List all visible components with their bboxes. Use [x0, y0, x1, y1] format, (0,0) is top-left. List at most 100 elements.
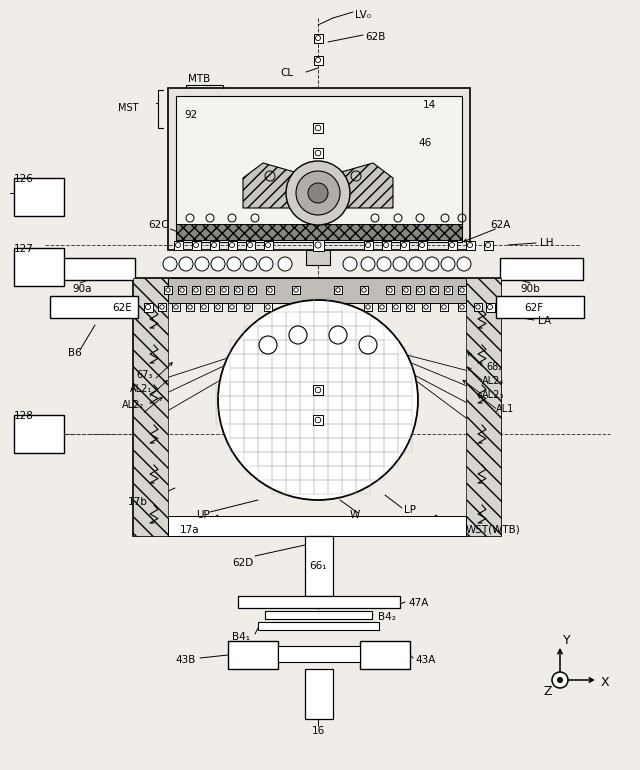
Text: 62A: 62A: [490, 220, 510, 230]
Bar: [258, 410, 272, 424]
Circle shape: [166, 288, 170, 293]
Bar: [398, 424, 412, 438]
Bar: [328, 340, 342, 354]
Bar: [220, 286, 228, 294]
Bar: [133, 278, 501, 536]
Circle shape: [218, 300, 418, 500]
Bar: [258, 466, 272, 480]
Circle shape: [394, 305, 398, 310]
Bar: [244, 340, 258, 354]
Bar: [328, 438, 342, 452]
Circle shape: [365, 243, 371, 247]
Bar: [465, 240, 474, 249]
Bar: [272, 424, 286, 438]
Text: 67₃: 67₃: [136, 370, 152, 380]
Circle shape: [424, 305, 428, 310]
Bar: [342, 340, 356, 354]
Bar: [248, 286, 256, 294]
Bar: [370, 396, 384, 410]
Bar: [342, 326, 356, 340]
Bar: [398, 354, 412, 368]
Circle shape: [418, 288, 422, 293]
Bar: [364, 303, 372, 311]
Bar: [300, 312, 314, 326]
Text: 90a: 90a: [72, 284, 92, 294]
Circle shape: [315, 387, 321, 393]
Text: AL2₂: AL2₂: [122, 400, 144, 410]
Bar: [244, 438, 258, 452]
Bar: [356, 382, 370, 396]
Bar: [216, 396, 230, 410]
Circle shape: [401, 243, 406, 247]
Bar: [244, 354, 258, 368]
Text: AL1: AL1: [496, 404, 515, 414]
Bar: [265, 611, 372, 619]
Bar: [230, 424, 244, 438]
Text: 17a: 17a: [180, 525, 200, 535]
Text: 14: 14: [423, 100, 436, 110]
Bar: [272, 326, 286, 340]
Bar: [230, 340, 244, 354]
Bar: [392, 303, 400, 311]
Bar: [417, 240, 426, 249]
Bar: [216, 382, 230, 396]
Bar: [286, 438, 300, 452]
Bar: [313, 385, 323, 395]
Text: 62C: 62C: [148, 220, 168, 230]
Circle shape: [208, 288, 212, 293]
Bar: [370, 466, 384, 480]
Circle shape: [315, 242, 321, 248]
Bar: [314, 340, 328, 354]
Bar: [230, 354, 244, 368]
Circle shape: [359, 336, 377, 354]
Circle shape: [266, 243, 271, 247]
Bar: [398, 382, 412, 396]
Circle shape: [194, 288, 198, 293]
Bar: [258, 354, 272, 368]
Bar: [278, 646, 360, 662]
Bar: [244, 303, 252, 311]
Bar: [186, 303, 194, 311]
Bar: [258, 312, 272, 326]
Text: 16: 16: [312, 726, 324, 736]
Circle shape: [557, 678, 563, 682]
Circle shape: [361, 257, 375, 271]
Bar: [133, 278, 168, 536]
Bar: [314, 480, 328, 494]
Circle shape: [236, 288, 240, 293]
Circle shape: [486, 243, 490, 247]
Bar: [178, 286, 186, 294]
Text: 46: 46: [418, 138, 431, 148]
Text: 17b: 17b: [128, 497, 148, 507]
Bar: [300, 438, 314, 452]
Bar: [422, 303, 430, 311]
Text: UP: UP: [196, 510, 210, 520]
Bar: [398, 438, 412, 452]
Text: 126: 126: [14, 174, 34, 184]
Text: LP: LP: [404, 505, 416, 515]
Circle shape: [286, 161, 350, 225]
Bar: [206, 286, 214, 294]
Circle shape: [188, 305, 192, 310]
Bar: [230, 438, 244, 452]
Circle shape: [179, 257, 193, 271]
Circle shape: [193, 243, 198, 247]
Bar: [342, 466, 356, 480]
Bar: [244, 410, 258, 424]
Circle shape: [467, 243, 472, 247]
Bar: [402, 286, 410, 294]
Bar: [305, 669, 333, 719]
Bar: [328, 326, 342, 340]
Bar: [258, 452, 272, 466]
Bar: [272, 480, 286, 494]
Circle shape: [227, 257, 241, 271]
Bar: [328, 452, 342, 466]
Circle shape: [160, 305, 164, 310]
Bar: [342, 368, 356, 382]
Circle shape: [230, 243, 234, 247]
Text: LV₀: LV₀: [355, 10, 371, 20]
Text: LH: LH: [540, 238, 554, 248]
Bar: [258, 622, 379, 630]
Bar: [328, 396, 342, 410]
Bar: [406, 303, 414, 311]
